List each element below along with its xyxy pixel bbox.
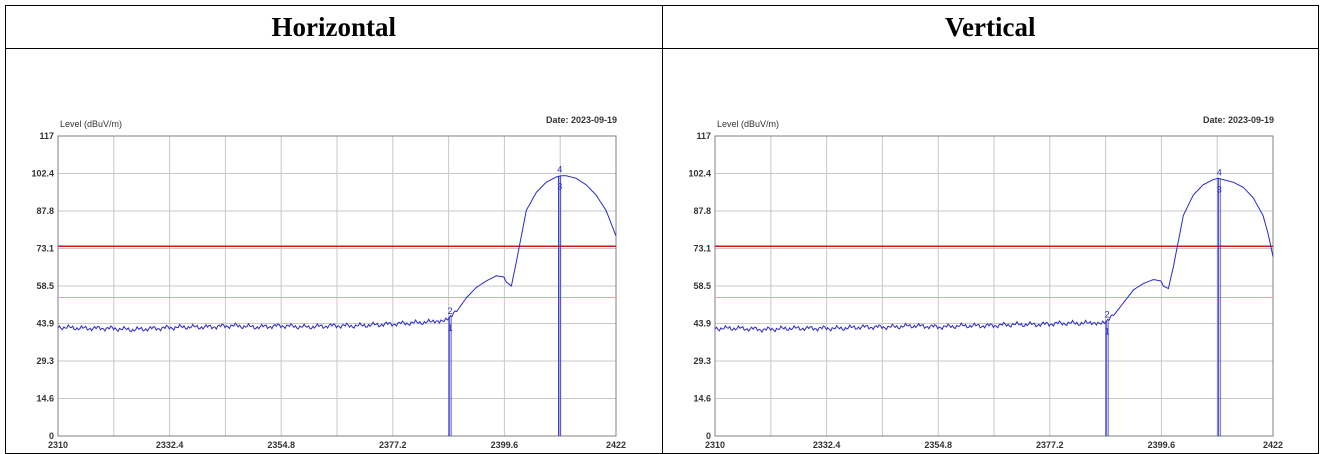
y-tick-label: 14.6 bbox=[693, 394, 711, 404]
x-tick-label: 2422 bbox=[606, 440, 626, 448]
y-tick-label: 73.1 bbox=[36, 244, 54, 254]
x-tick-label: 2399.6 bbox=[1147, 440, 1175, 448]
y-tick-label: 43.9 bbox=[36, 318, 54, 328]
marker-label: 4 bbox=[1216, 167, 1221, 177]
y-tick-label: 117 bbox=[696, 131, 711, 141]
x-tick-label: 2332.4 bbox=[812, 440, 840, 448]
date-label: Date: 2023-09-19 bbox=[1202, 115, 1273, 125]
plot-frame bbox=[714, 135, 1273, 437]
cell-horizontal: Level (dBuV/m) Date: 2023-09-19 0 14.6 29.3 4… bbox=[5, 48, 663, 454]
cell-vertical: Level (dBuV/m) Date: 2023-09-19 0 14.6 29.3 4… bbox=[661, 48, 1319, 454]
y-tick-label: 58.5 bbox=[693, 281, 711, 291]
x-tick-label: 2422 bbox=[1262, 440, 1282, 448]
chart-vertical: Level (dBuV/m) Date: 2023-09-19 0 14.6 29.3 4… bbox=[688, 115, 1283, 454]
y-tick-label: 43.9 bbox=[693, 318, 711, 328]
marker-label: 1 bbox=[448, 323, 453, 333]
y-tick-label: 29.3 bbox=[693, 356, 711, 366]
marker-label: 2 bbox=[1104, 310, 1109, 320]
marker-label: 4 bbox=[557, 165, 562, 175]
x-tick-label: 2354.8 bbox=[924, 440, 952, 448]
x-tick-label: 2310 bbox=[48, 440, 68, 448]
date-label: Date: 2023-09-19 bbox=[546, 115, 617, 125]
y-tick-label: 0 bbox=[49, 431, 54, 441]
header-vertical: Vertical bbox=[661, 5, 1319, 49]
plot-frame bbox=[57, 135, 617, 437]
marker-label: 3 bbox=[1216, 184, 1221, 194]
results-table: Horizontal Vertical Level (dBuV/m) Date: … bbox=[5, 5, 1319, 454]
y-tick-label: 58.5 bbox=[36, 281, 54, 291]
marker-label: 2 bbox=[448, 306, 453, 316]
trace-line bbox=[714, 177, 1273, 334]
x-tick-label: 2399.6 bbox=[491, 440, 519, 448]
y-tick-label: 102.4 bbox=[688, 168, 711, 178]
y-tick-label: 102.4 bbox=[31, 168, 54, 178]
y-tick-label: 87.8 bbox=[693, 206, 711, 216]
header-horizontal: Horizontal bbox=[5, 5, 663, 49]
chart-horizontal: Level (dBuV/m) Date: 2023-09-19 0 14.6 29.3 4… bbox=[31, 115, 626, 454]
x-tick-label: 2310 bbox=[704, 440, 724, 448]
y-tick-label: 0 bbox=[705, 431, 710, 441]
trace-line bbox=[57, 175, 617, 333]
x-tick-label: 2377.2 bbox=[379, 440, 407, 448]
y-axis-label: Level (dBuV/m) bbox=[60, 119, 122, 129]
y-tick-label: 29.3 bbox=[36, 356, 54, 366]
y-tick-label: 73.1 bbox=[693, 244, 711, 254]
y-tick-label: 117 bbox=[39, 131, 54, 141]
y-axis-label: Level (dBuV/m) bbox=[717, 119, 779, 129]
y-tick-label: 14.6 bbox=[36, 394, 54, 404]
x-tick-label: 2377.2 bbox=[1036, 440, 1064, 448]
marker-label: 3 bbox=[557, 182, 562, 192]
marker-label: 1 bbox=[1104, 327, 1109, 337]
x-tick-label: 2354.8 bbox=[267, 440, 295, 448]
y-tick-label: 87.8 bbox=[36, 206, 54, 216]
header-row: Horizontal Vertical bbox=[5, 5, 1319, 49]
chart-row: Level (dBuV/m) Date: 2023-09-19 0 14.6 29.3 4… bbox=[5, 48, 1319, 454]
x-tick-label: 2332.4 bbox=[156, 440, 184, 448]
